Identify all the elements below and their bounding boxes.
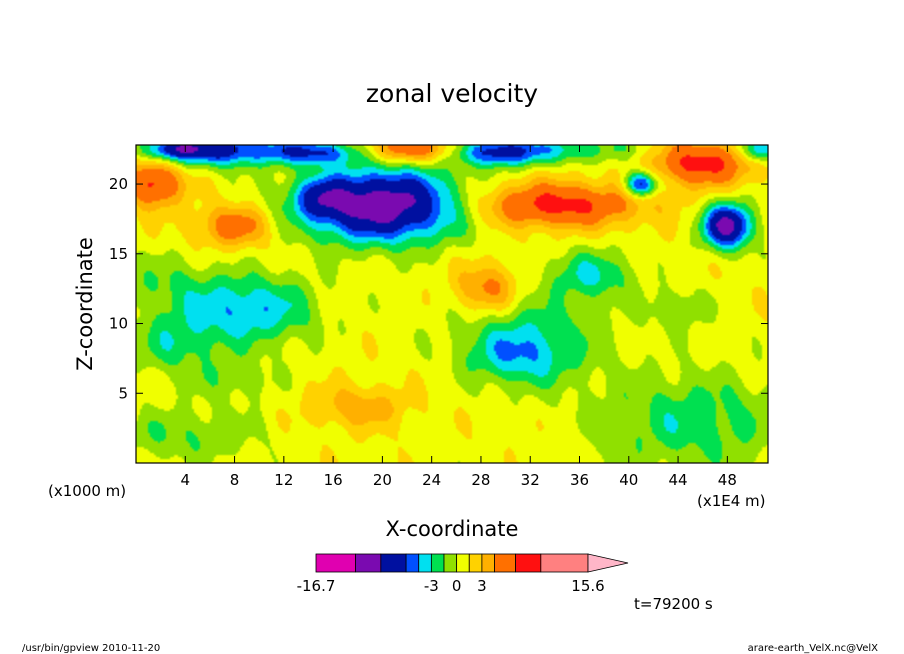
chart-title: zonal velocity (366, 79, 538, 108)
footer-left: /usr/bin/gpview 2010-11-20 (22, 643, 160, 654)
y-tick-label: 10 (109, 315, 128, 333)
colorbar-labels: -16.7 15.6 -3 0 3 (297, 577, 605, 595)
colorbar-bin (515, 553, 542, 573)
x-tick-label: 12 (274, 471, 293, 489)
colorbar-bin (456, 553, 470, 573)
heatmap-image (136, 145, 768, 463)
x-tick-label: 4 (181, 471, 191, 489)
colorbar-bin (443, 553, 458, 573)
colorbar (315, 553, 629, 573)
colorbar-tick-label: 0 (452, 577, 462, 595)
plot-frame (135, 144, 769, 464)
x-axis-ticks: 4 8 12 16 20 24 28 32 36 40 44 48 (181, 145, 737, 489)
colorbar-bin (380, 553, 407, 573)
x-tick-label: 40 (619, 471, 638, 489)
colorbar-bin (481, 553, 495, 573)
y-scale-note: (x1000 m) (48, 482, 126, 500)
x-tick-label: 36 (570, 471, 589, 489)
colorbar-bin (355, 553, 382, 573)
x-tick-label: 16 (324, 471, 343, 489)
colorbar-overflow-triangle (587, 553, 629, 573)
y-axis-ticks: 5 10 15 20 (109, 175, 768, 402)
heatmap-field (136, 145, 768, 463)
x-tick-label: 48 (718, 471, 737, 489)
y-axis-title: Z-coordinate (73, 237, 97, 371)
colorbar-min-label: -16.7 (297, 577, 336, 595)
x-scale-note: (x1E4 m) (697, 492, 766, 510)
y-tick-label: 20 (109, 175, 128, 193)
y-tick-label: 15 (109, 245, 128, 263)
colorbar-bin (430, 553, 445, 573)
x-tick-label: 8 (230, 471, 240, 489)
colorbar-max-label: 15.6 (571, 577, 604, 595)
colorbar-tick-label: 3 (477, 577, 487, 595)
colorbar-bin (418, 553, 432, 573)
colorbar-tick-label: -3 (424, 577, 439, 595)
colorbar-bin (405, 553, 420, 573)
x-tick-label: 24 (422, 471, 441, 489)
colorbar-bin (540, 553, 589, 573)
x-tick-label: 32 (521, 471, 540, 489)
colorbar-bin (494, 553, 516, 573)
footer-right: arare-earth_VelX.nc@VelX (748, 643, 879, 654)
x-tick-label: 28 (471, 471, 490, 489)
colorbar-bin (468, 553, 483, 573)
colorbar-bin (315, 553, 356, 573)
x-axis-title: X-coordinate (386, 517, 519, 541)
time-label: t=79200 s (634, 595, 713, 613)
y-tick-label: 5 (118, 384, 128, 402)
x-tick-label: 20 (373, 471, 392, 489)
x-tick-label: 44 (669, 471, 688, 489)
